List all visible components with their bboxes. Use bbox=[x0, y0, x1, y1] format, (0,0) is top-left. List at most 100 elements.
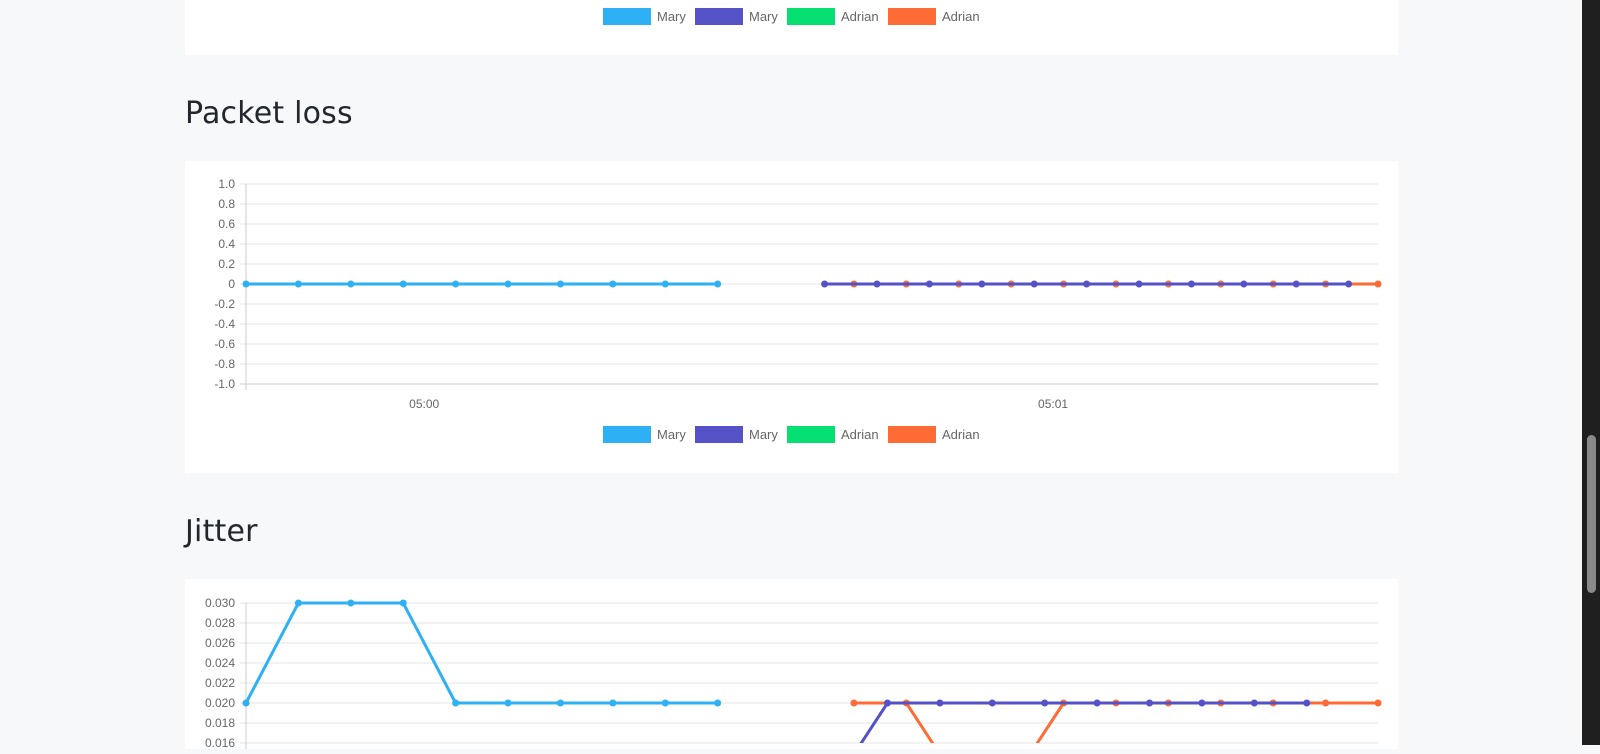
data-point-mary bbox=[873, 280, 881, 288]
packet-loss-heading: Packet loss bbox=[185, 96, 353, 131]
data-point-mary bbox=[1041, 699, 1049, 707]
legend-swatch bbox=[787, 7, 835, 25]
data-point-adrian bbox=[1374, 280, 1382, 288]
data-point-mary bbox=[1083, 280, 1091, 288]
data-point-mary bbox=[347, 599, 355, 607]
data-point-adrian bbox=[850, 699, 858, 707]
data-point-mary bbox=[988, 699, 996, 707]
packet-loss-chart-card: 1.0 0.8 0.6 0.4 0.2 0 -0.2 -0.4 -0.6 -0.8 -1.0 05:0… bbox=[185, 161, 1398, 473]
y-tick-label: -0.8 bbox=[214, 357, 235, 371]
legend-label: Mary bbox=[657, 426, 686, 442]
legend-label: Adrian bbox=[942, 426, 980, 442]
y-tick-label: -0.2 bbox=[214, 297, 235, 311]
data-point-mary bbox=[242, 280, 250, 288]
legend-item-mary[interactable]: Mary bbox=[695, 7, 778, 25]
legend-item-adrian[interactable]: Adrian bbox=[787, 425, 879, 443]
y-tick-label: -1.0 bbox=[214, 377, 235, 391]
previous-chart-card: Mary Mary Adrian Adrian bbox=[185, 0, 1398, 55]
data-point-mary bbox=[1093, 699, 1101, 707]
data-point-mary bbox=[1250, 699, 1258, 707]
y-tick-label: 0.024 bbox=[205, 656, 235, 670]
legend-swatch bbox=[603, 7, 651, 25]
data-point-mary bbox=[821, 280, 829, 288]
data-point-adrian bbox=[1322, 699, 1330, 707]
y-tick-label: 0 bbox=[228, 277, 235, 291]
data-point-mary bbox=[294, 599, 302, 607]
legend-swatch bbox=[695, 425, 743, 443]
scrollbar-thumb[interactable] bbox=[1587, 435, 1596, 593]
legend-label: Mary bbox=[749, 426, 778, 442]
data-point-mary bbox=[399, 280, 407, 288]
jitter-chart: 0.030 0.028 0.026 0.024 0.022 0.020 0.018 0.016 bbox=[205, 596, 1382, 750]
data-point-mary bbox=[1240, 280, 1248, 288]
data-point-mary bbox=[242, 699, 250, 707]
y-tick-label: 0.028 bbox=[205, 616, 235, 630]
legend-item-mary[interactable]: Mary bbox=[695, 425, 778, 443]
data-point-mary bbox=[936, 699, 944, 707]
legend-item-mary[interactable]: Mary bbox=[603, 425, 686, 443]
y-tick-label: 0.8 bbox=[218, 197, 235, 211]
data-point-mary bbox=[925, 280, 933, 288]
data-point-mary bbox=[347, 280, 355, 288]
legend-swatch bbox=[888, 7, 936, 25]
y-tick-label: 0.022 bbox=[205, 676, 235, 690]
legend-swatch bbox=[695, 7, 743, 25]
legend-item-adrian[interactable]: Adrian bbox=[787, 7, 879, 25]
data-point-mary bbox=[1030, 280, 1038, 288]
jitter-heading: Jitter bbox=[185, 514, 258, 549]
legend-item-mary[interactable]: Mary bbox=[603, 7, 686, 25]
data-point-mary bbox=[556, 280, 564, 288]
data-point-mary bbox=[661, 280, 669, 288]
data-point-mary bbox=[504, 280, 512, 288]
y-tick-label: 0.026 bbox=[205, 636, 235, 650]
y-tick-label: -0.6 bbox=[214, 337, 235, 351]
x-tick-label: 05:00 bbox=[409, 397, 439, 411]
data-point-mary bbox=[1345, 280, 1353, 288]
data-point-mary bbox=[1303, 699, 1311, 707]
data-point-mary bbox=[1135, 280, 1143, 288]
data-point-mary bbox=[1146, 699, 1154, 707]
chart-legend: Mary Mary Adrian Adrian bbox=[185, 425, 1398, 443]
legend-label: Mary bbox=[657, 8, 686, 24]
data-point-mary bbox=[504, 699, 512, 707]
legend-label: Adrian bbox=[942, 8, 980, 24]
page-scrollbar[interactable] bbox=[1582, 0, 1600, 745]
data-point-mary bbox=[661, 699, 669, 707]
legend-swatch bbox=[888, 425, 936, 443]
data-point-mary bbox=[978, 280, 986, 288]
data-point-mary bbox=[1187, 280, 1195, 288]
series-line-adrian bbox=[853, 701, 1378, 743]
y-tick-label: 0.2 bbox=[218, 257, 235, 271]
x-tick-label: 05:01 bbox=[1038, 397, 1068, 411]
data-point-mary bbox=[609, 699, 617, 707]
data-point-mary bbox=[714, 699, 722, 707]
data-point-mary bbox=[1198, 699, 1206, 707]
y-tick-label: 0.6 bbox=[218, 217, 235, 231]
legend-swatch bbox=[787, 425, 835, 443]
jitter-chart-card: 0.030 0.028 0.026 0.024 0.022 0.020 0.018 0.016 bbox=[185, 579, 1398, 750]
y-tick-label: 0.4 bbox=[218, 237, 235, 251]
legend-label: Adrian bbox=[841, 8, 879, 24]
legend-item-adrian[interactable]: Adrian bbox=[888, 7, 980, 25]
y-tick-label: 0.020 bbox=[205, 696, 235, 710]
series-line-mary bbox=[244, 601, 718, 705]
y-tick-label: 0.030 bbox=[205, 596, 235, 610]
chart-legend: Mary Mary Adrian Adrian bbox=[185, 7, 1398, 25]
data-point-mary bbox=[452, 699, 460, 707]
legend-label: Adrian bbox=[841, 426, 879, 442]
legend-label: Mary bbox=[749, 8, 778, 24]
y-tick-label: 0.018 bbox=[205, 716, 235, 730]
data-point-mary bbox=[556, 699, 564, 707]
legend-item-adrian[interactable]: Adrian bbox=[888, 425, 980, 443]
legend-swatch bbox=[603, 425, 651, 443]
y-tick-label: 1.0 bbox=[218, 177, 235, 191]
series-line-mary bbox=[859, 701, 1307, 743]
plot-area bbox=[242, 280, 1382, 288]
data-point-mary bbox=[294, 280, 302, 288]
data-point-adrian bbox=[1374, 699, 1382, 707]
data-point-mary bbox=[1292, 280, 1300, 288]
y-tick-label: 0.016 bbox=[205, 736, 235, 749]
data-point-mary bbox=[609, 280, 617, 288]
packet-loss-chart: 1.0 0.8 0.6 0.4 0.2 0 -0.2 -0.4 -0.6 -0.8 -1.0 05:0… bbox=[214, 177, 1382, 411]
data-point-mary bbox=[883, 699, 891, 707]
